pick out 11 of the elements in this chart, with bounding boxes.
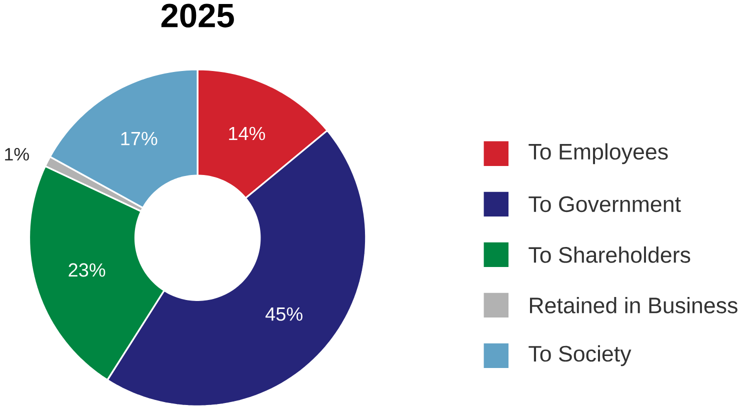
data-label: 14% bbox=[229, 126, 266, 140]
data-label: 45% bbox=[265, 307, 302, 321]
data-label: 1% bbox=[5, 148, 29, 161]
legend-label: To Government bbox=[528, 196, 681, 212]
legend-label: To Employees bbox=[528, 143, 668, 164]
data-label: 23% bbox=[68, 263, 106, 277]
chart-title: 2025 bbox=[161, 4, 234, 28]
legend-label: Retained in Business bbox=[530, 296, 738, 314]
legend-label: To Shareholders bbox=[528, 246, 690, 263]
data-label: 17% bbox=[121, 132, 158, 146]
legend-label: To Society bbox=[528, 345, 632, 366]
